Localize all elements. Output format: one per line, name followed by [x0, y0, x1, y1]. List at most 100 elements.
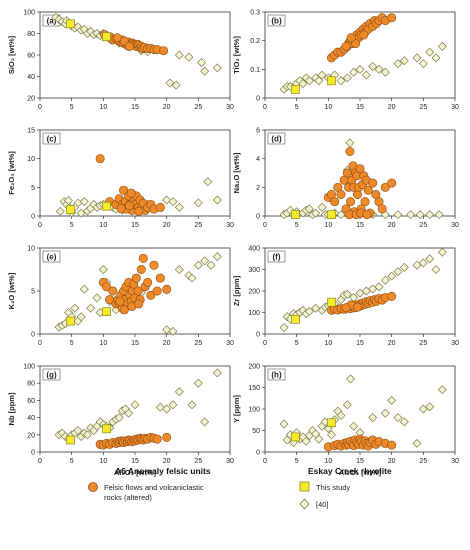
panel-label: (b) [271, 17, 282, 26]
this-study-point [102, 201, 111, 211]
lit-40-point [314, 76, 324, 86]
y-tick-label: 6 [256, 128, 260, 135]
lit-40-point [311, 303, 321, 313]
legend-a6-title: A6 Anomaly felsic units [115, 466, 211, 476]
lit-40-point [374, 64, 384, 74]
lit-40-point [279, 323, 289, 333]
lit-40-point [431, 53, 441, 63]
lit-40-point [399, 417, 409, 427]
x-tick-label: 0 [38, 222, 42, 229]
lit-40-point [279, 419, 289, 429]
a6-point [108, 286, 118, 296]
x-tick-label: 30 [226, 340, 234, 347]
panel-label-box [42, 368, 61, 381]
a6-point [162, 284, 172, 294]
a6-point [155, 273, 165, 283]
lit-40-point [399, 56, 409, 66]
panel-label: (d) [271, 135, 282, 144]
lit-40-point [76, 312, 86, 322]
y-axis-label: Zr [ppm] [232, 275, 241, 306]
this-study-point [327, 76, 336, 86]
x-tick-label: 5 [295, 104, 299, 111]
panel-label-box [267, 132, 286, 145]
panel-label: (g) [46, 371, 57, 380]
panel-c: 0 5 10 15 20 25 30 0 5 10 15 Fe₂O₃ [wt%] (c) [7, 128, 234, 230]
a6-point [95, 154, 105, 164]
x-tick-label: 10 [324, 340, 332, 347]
lit-40-point [380, 67, 390, 77]
this-study-point [327, 418, 336, 428]
x-tick-label: 5 [70, 340, 74, 347]
this-study-point [66, 205, 75, 215]
lit-40-point [425, 402, 435, 412]
x-tick-label: 25 [194, 104, 202, 111]
lit-40-point [168, 326, 178, 336]
lit-40-point [130, 400, 140, 410]
a6-point [159, 46, 169, 56]
a6-point [119, 305, 129, 315]
this-study-point [66, 19, 75, 29]
lit-40-point [86, 303, 96, 313]
x-tick-label: 0 [38, 458, 42, 465]
lit-40-point [387, 395, 397, 405]
lit-40-point [212, 368, 222, 378]
a6-point [134, 299, 144, 309]
lit-40-point [98, 265, 108, 274]
y-tick-label: 60 [27, 53, 35, 60]
lit-40-point [345, 138, 355, 148]
lit-40-point [342, 289, 352, 299]
lit-40-point [55, 206, 65, 216]
x-tick-label: 20 [388, 222, 396, 229]
this-study-point [327, 210, 336, 219]
x-tick-label: 30 [451, 222, 459, 229]
y-tick-label: 0 [256, 96, 260, 103]
y-tick-label: 5 [31, 185, 35, 192]
x-tick-label: 5 [295, 340, 299, 347]
a6-point [362, 210, 372, 220]
lit-40-point [304, 76, 314, 86]
x-tick-label: 20 [163, 340, 171, 347]
legend-a6-marker [88, 482, 98, 492]
y-tick-label: 100 [23, 10, 35, 17]
lit-40-point [314, 434, 324, 444]
x-tick-label: 15 [131, 104, 139, 111]
lit-40-point [304, 306, 314, 316]
lit-40-point [168, 400, 178, 410]
y-tick-label: 300 [248, 267, 260, 274]
x-tick-label: 25 [194, 222, 202, 229]
x-tick-label: 10 [99, 104, 107, 111]
x-tick-label: 0 [263, 340, 267, 347]
a6-point [352, 302, 362, 312]
lit-40-point [187, 273, 197, 283]
lit-40-point [184, 52, 194, 62]
x-tick-label: 20 [163, 458, 171, 465]
y-tick-label: 150 [248, 385, 260, 392]
panel-label-box [42, 250, 61, 263]
x-tick-label: 15 [131, 222, 139, 229]
lit-40-point [380, 275, 390, 285]
lit-40-point [171, 80, 181, 90]
x-tick-label: 25 [194, 458, 202, 465]
lit-40-point [193, 378, 203, 388]
this-study-point [291, 315, 300, 324]
a6-point [102, 282, 112, 292]
y-tick-label: 100 [248, 310, 260, 317]
lit-40-point [361, 70, 371, 80]
y-tick-label: 100 [23, 364, 35, 371]
a6-point [336, 190, 346, 200]
lit-40-point [298, 79, 308, 89]
x-tick-label: 20 [163, 104, 171, 111]
x-tick-label: 5 [70, 458, 74, 465]
panel-label-box [42, 132, 61, 145]
lit-40-point [174, 265, 184, 274]
x-tick-label: 0 [263, 104, 267, 111]
lit-40-point [114, 413, 124, 423]
this-study-point [291, 432, 300, 442]
x-tick-label: 0 [38, 104, 42, 111]
a6-point [155, 202, 165, 212]
x-tick-label: 30 [451, 104, 459, 111]
lit-40-point [336, 210, 346, 220]
lit-40-point [406, 210, 416, 220]
this-study-point [291, 85, 300, 94]
